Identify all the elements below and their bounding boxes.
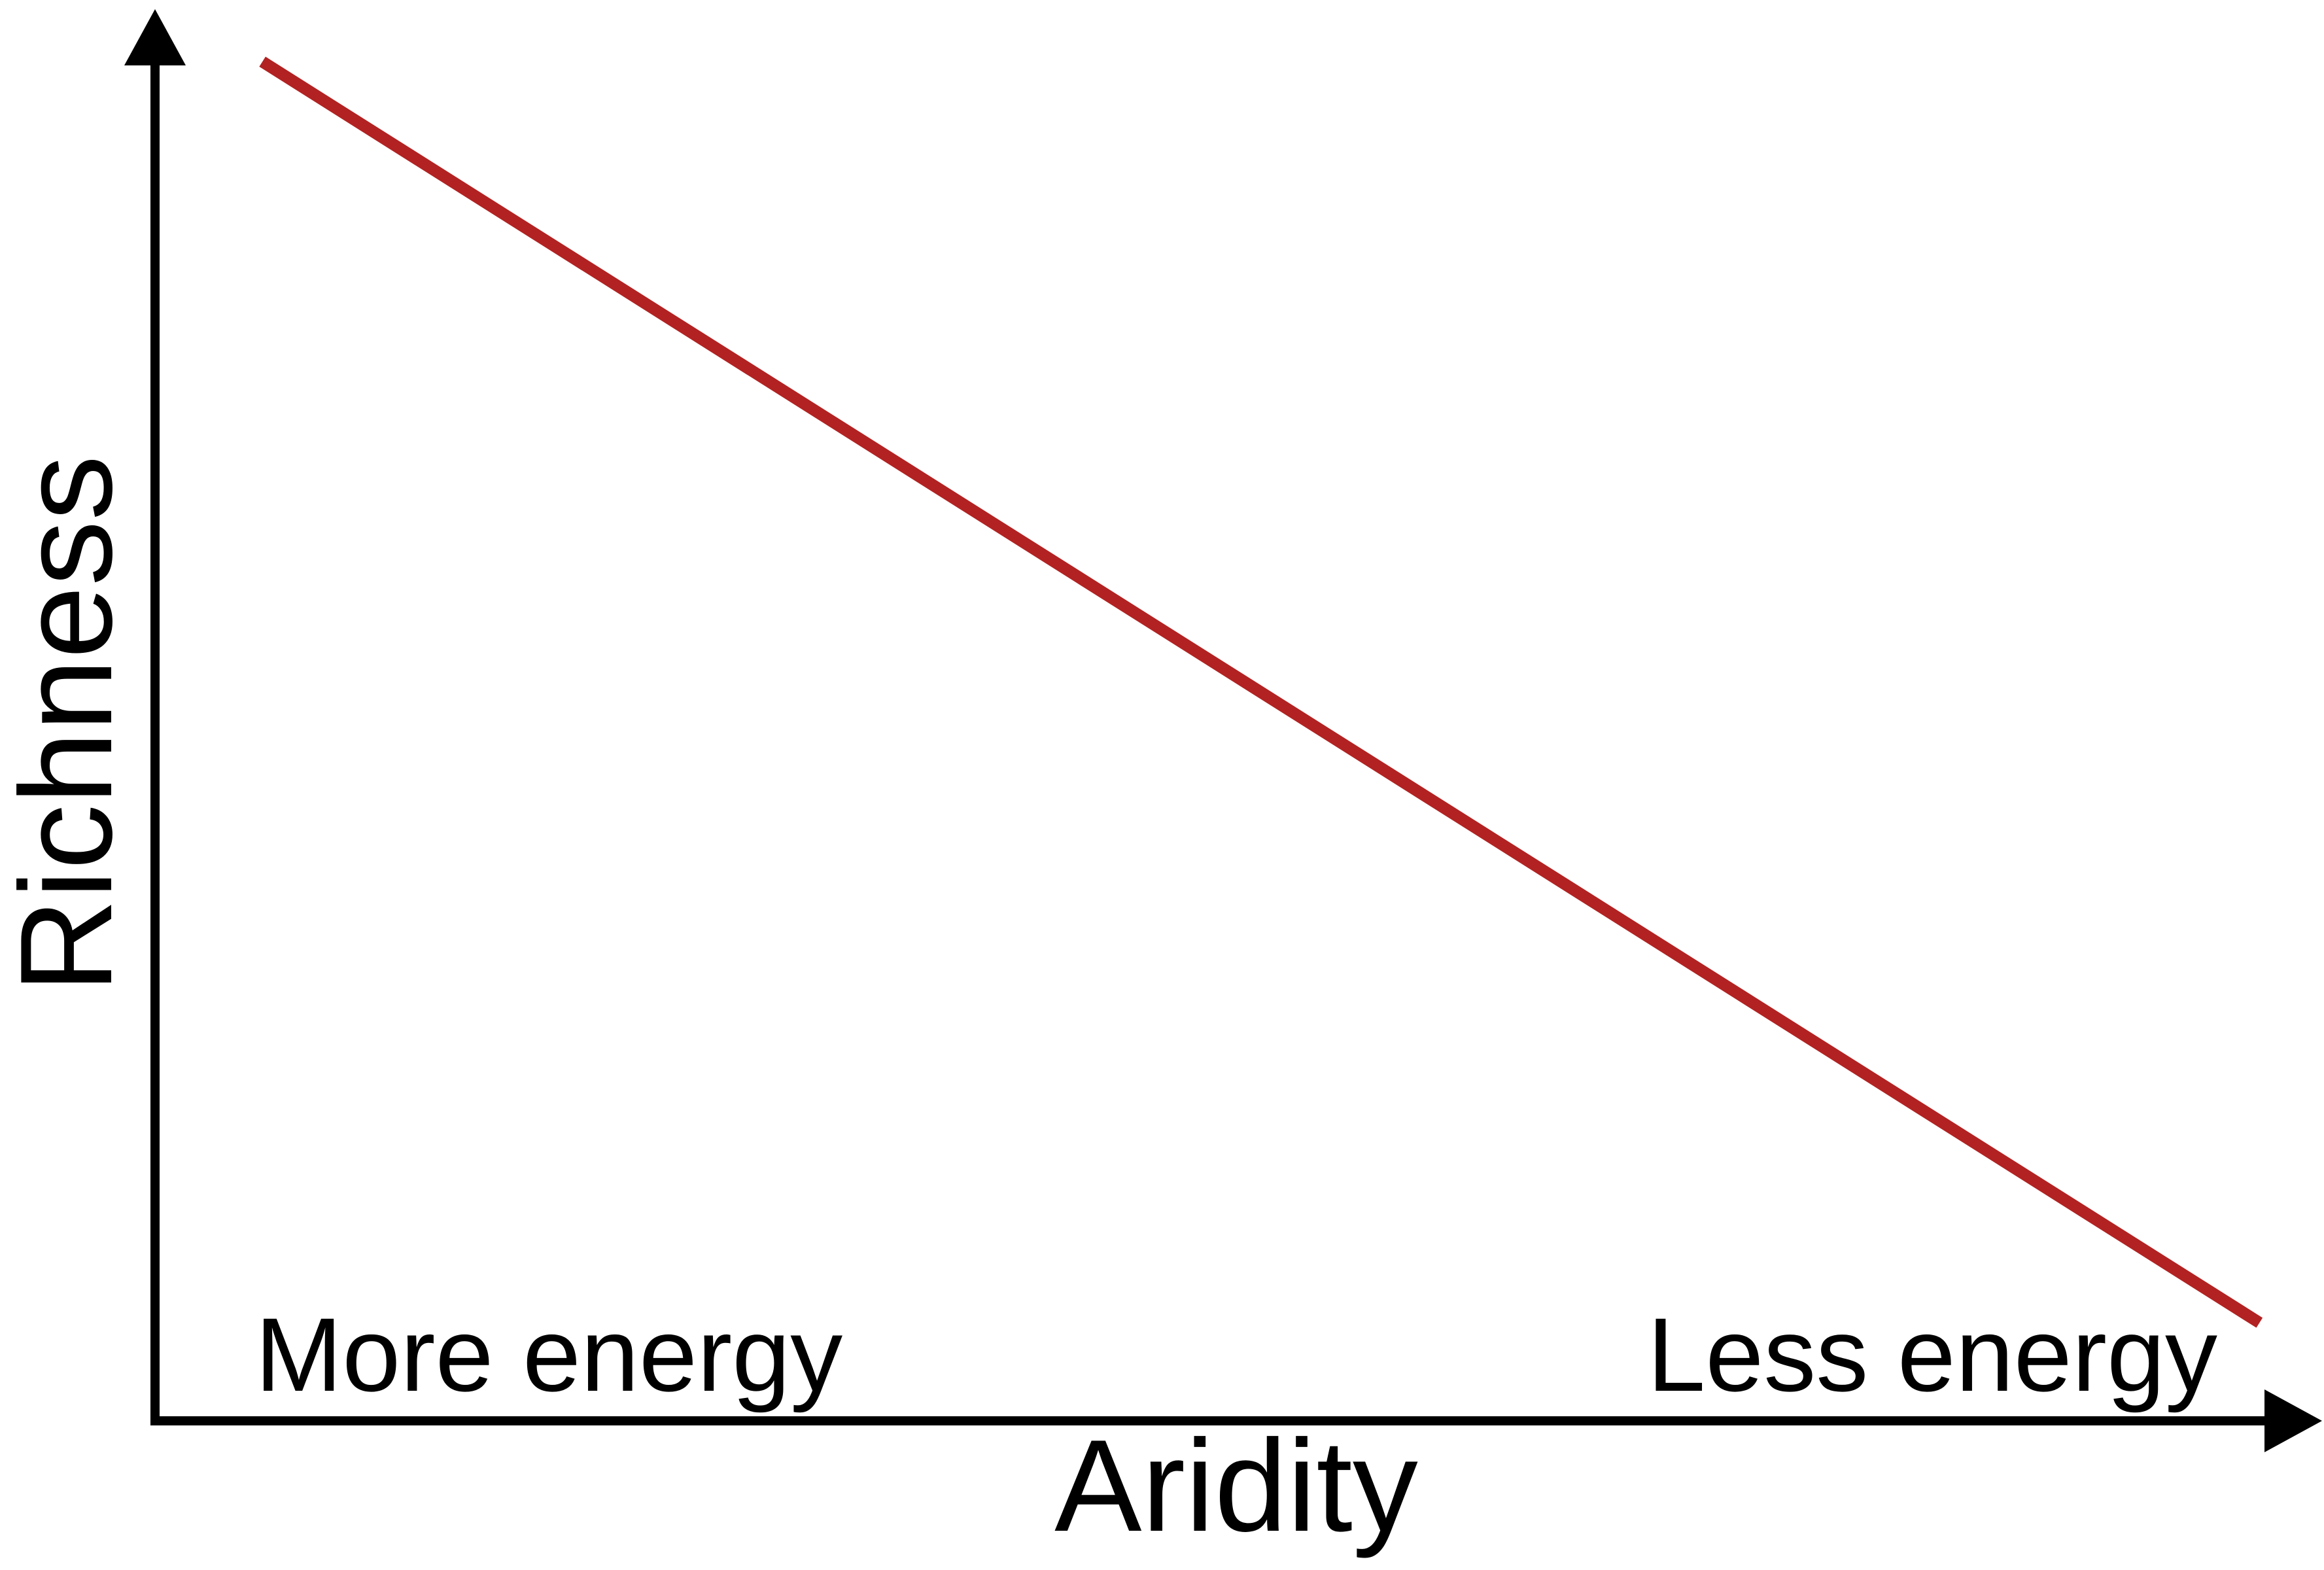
y-axis-arrow-icon <box>124 9 186 65</box>
y-axis-title: Richness <box>0 455 139 994</box>
axes <box>124 9 2322 1452</box>
annotation-more-energy: More energy <box>255 1296 842 1413</box>
x-axis-title: Aridity <box>1054 1413 1418 1559</box>
annotation-less-energy: Less energy <box>1647 1296 2217 1413</box>
x-axis-arrow-icon <box>2264 1389 2322 1452</box>
series-line <box>259 56 2263 1328</box>
